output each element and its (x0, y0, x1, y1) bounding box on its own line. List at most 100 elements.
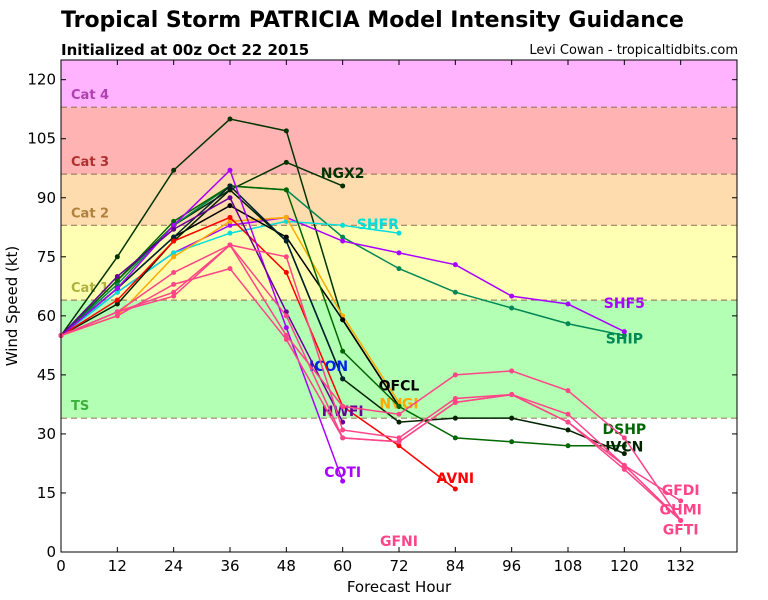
data-point (509, 293, 515, 299)
data-point (396, 443, 402, 449)
band-label: Cat 2 (71, 206, 109, 221)
x-tick-label: 84 (446, 557, 465, 575)
data-point (227, 218, 233, 224)
data-point (452, 372, 458, 378)
data-point (396, 435, 402, 441)
data-point (283, 270, 289, 276)
data-point (396, 439, 402, 445)
data-point (114, 281, 120, 287)
data-point (565, 321, 571, 327)
series-label-ofcl: OFCL (379, 379, 420, 395)
series-line-gfti (60, 243, 682, 522)
chart-credit: Levi Cowan - tropicaltidbits.com (529, 43, 738, 58)
data-point (171, 254, 177, 260)
data-point (565, 443, 571, 449)
data-point (227, 222, 233, 228)
y-tick-label: 105 (27, 130, 56, 148)
chart-title: Tropical Storm PATRICIA Model Intensity … (61, 8, 684, 33)
data-point (227, 230, 233, 236)
data-point (565, 301, 571, 307)
data-point (283, 238, 289, 244)
band-cat4 (61, 60, 737, 108)
data-point (340, 238, 346, 244)
data-point (452, 486, 458, 492)
data-point (396, 266, 402, 272)
data-point (340, 222, 346, 228)
data-point (227, 266, 233, 272)
data-point (283, 187, 289, 193)
data-point (565, 427, 571, 433)
series-line-gfni (60, 244, 682, 521)
y-axis-label: Wind Speed (kt) (3, 246, 21, 367)
series-label-ship: SHIP (606, 331, 643, 347)
x-tick-label: 132 (666, 557, 695, 575)
data-point (171, 270, 177, 276)
data-point (340, 234, 346, 240)
data-point (171, 234, 177, 240)
data-point (621, 443, 627, 449)
band-label: Cat 1 (71, 281, 109, 296)
x-tick-label: 12 (108, 557, 127, 575)
data-point (171, 218, 177, 224)
x-tick-label: 96 (502, 557, 521, 575)
data-point (621, 329, 627, 335)
data-point (565, 411, 571, 417)
series-label-ngx2: NGX2 (321, 166, 365, 182)
data-point (509, 368, 515, 374)
series-label-coti: COTI (324, 465, 361, 481)
y-tick-label: 75 (37, 248, 56, 266)
x-tick-label: 24 (164, 557, 183, 575)
data-point (452, 399, 458, 405)
data-point (509, 305, 515, 311)
data-point (340, 348, 346, 354)
series-line-gfdi (60, 244, 682, 502)
data-point (171, 293, 177, 299)
y-tick-label: 0 (46, 543, 56, 561)
data-point (340, 435, 346, 441)
data-point (396, 403, 402, 409)
data-point (621, 462, 627, 468)
x-tick-label: 48 (277, 557, 296, 575)
series-label-gfni: GFNI (380, 534, 418, 550)
data-point (114, 273, 120, 279)
data-point (227, 187, 233, 193)
data-point (171, 250, 177, 256)
data-point (171, 222, 177, 228)
series-label-gfti: GFTI (663, 522, 699, 538)
series-label-shf5: SHF5 (604, 296, 645, 312)
data-point (114, 277, 120, 283)
data-point (452, 395, 458, 401)
data-point (283, 159, 289, 165)
data-point (114, 254, 120, 260)
data-point (283, 313, 289, 319)
series-label-dshp: DSHP (602, 422, 646, 438)
x-tick-label: 36 (220, 557, 239, 575)
band-cat3 (61, 107, 737, 175)
data-point (340, 403, 346, 409)
data-point (171, 289, 177, 295)
data-point (227, 242, 233, 248)
data-point (621, 451, 627, 457)
series-label-gfdi: GFDI (662, 483, 700, 499)
x-tick-label: 72 (389, 557, 408, 575)
data-point (114, 289, 120, 295)
band-label: TS (71, 399, 89, 414)
series-line-hwfi (60, 196, 344, 423)
data-point (452, 262, 458, 268)
x-axis-label: Forecast Hour (347, 578, 452, 596)
data-point (283, 325, 289, 331)
data-point (114, 313, 120, 319)
data-point (621, 435, 627, 441)
data-point (114, 309, 120, 315)
data-point (227, 116, 233, 122)
data-point (114, 297, 120, 303)
data-point (114, 301, 120, 307)
series-line-coti (60, 168, 344, 482)
band-label: Cat 4 (71, 88, 109, 103)
data-point (227, 167, 233, 173)
x-tick-label: 108 (554, 557, 583, 575)
data-point (340, 317, 346, 323)
data-point (396, 411, 402, 417)
data-point (565, 419, 571, 425)
